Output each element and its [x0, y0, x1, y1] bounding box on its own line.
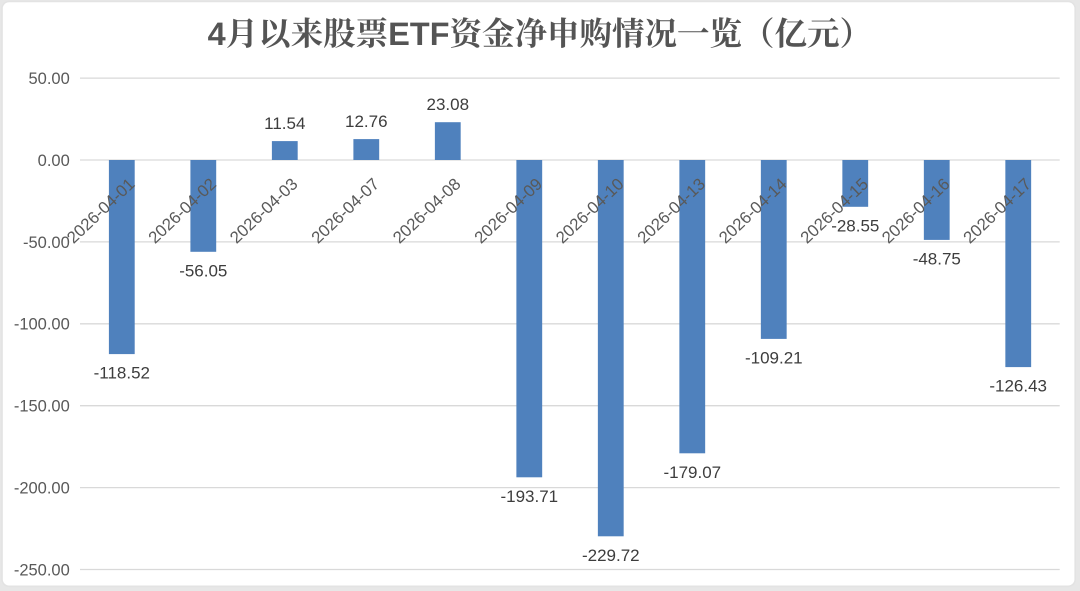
- svg-text:-28.55: -28.55: [831, 216, 879, 235]
- svg-text:-150.00: -150.00: [14, 398, 70, 416]
- svg-text:-250.00: -250.00: [14, 561, 70, 579]
- svg-text:0.00: 0.00: [38, 152, 70, 170]
- svg-text:-118.52: -118.52: [94, 364, 150, 383]
- svg-text:-56.05: -56.05: [179, 261, 227, 280]
- svg-text:-48.75: -48.75: [913, 249, 961, 268]
- svg-text:-193.71: -193.71: [500, 487, 558, 506]
- svg-text:-100.00: -100.00: [14, 316, 70, 334]
- svg-text:12.76: 12.76: [345, 112, 388, 131]
- svg-text:-50.00: -50.00: [23, 234, 70, 252]
- svg-text:-229.72: -229.72: [582, 546, 640, 565]
- svg-text:-126.43: -126.43: [989, 377, 1047, 396]
- svg-text:-200.00: -200.00: [14, 480, 70, 498]
- svg-text:-109.21: -109.21: [745, 348, 803, 367]
- svg-text:50.00: 50.00: [29, 70, 70, 88]
- svg-text:-179.07: -179.07: [663, 463, 721, 482]
- svg-text:11.54: 11.54: [264, 114, 305, 133]
- svg-text:23.08: 23.08: [427, 95, 470, 114]
